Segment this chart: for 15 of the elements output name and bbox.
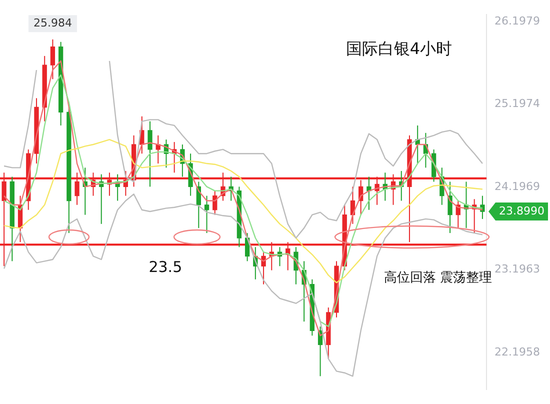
ref-line-label: 23.5 bbox=[148, 258, 182, 276]
candlestick bbox=[204, 195, 210, 234]
y-tick-label: 25.1974 bbox=[494, 97, 540, 110]
text: 国际白银4小时 bbox=[346, 39, 452, 58]
y-tick-label: 23.1963 bbox=[494, 262, 540, 276]
annotation: 高位回落 震荡整理 bbox=[384, 269, 492, 286]
candlestick bbox=[50, 38, 56, 80]
text: 23.8990 bbox=[499, 204, 545, 218]
y-tick-label: 24.1969 bbox=[494, 180, 540, 193]
candlestick bbox=[261, 252, 266, 285]
annotation: 25.984 bbox=[33, 16, 72, 30]
candlestick bbox=[148, 120, 152, 188]
y-tick-label: 22.1958 bbox=[494, 345, 540, 358]
candlestick bbox=[448, 181, 452, 234]
y-tick-label: 26.1979 bbox=[494, 14, 540, 28]
